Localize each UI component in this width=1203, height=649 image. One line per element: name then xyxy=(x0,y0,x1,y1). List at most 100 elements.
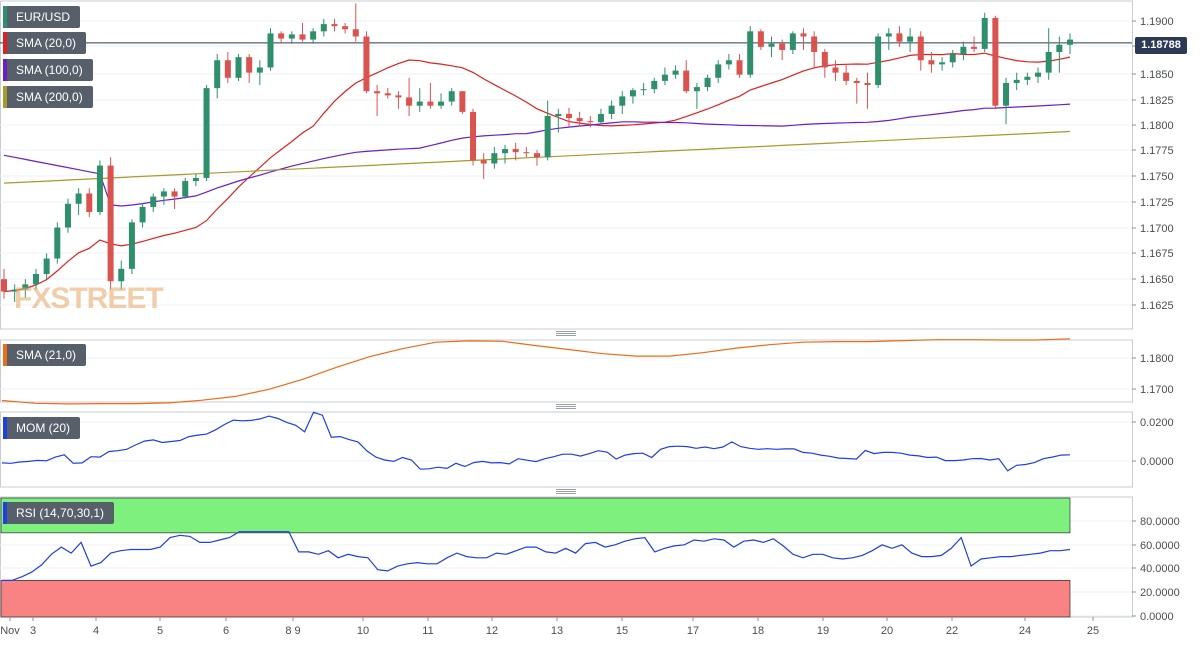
candle-body xyxy=(75,193,82,204)
candle xyxy=(310,28,317,44)
candle-body xyxy=(278,33,285,39)
candle-body xyxy=(214,60,221,89)
candle-body xyxy=(256,67,263,73)
candle xyxy=(502,144,509,164)
candle-body xyxy=(331,24,338,27)
legend-mom-swatch xyxy=(3,417,7,439)
legend-symbol-swatch xyxy=(3,6,7,28)
candle-body xyxy=(470,111,477,161)
svg-text:FXSTREET: FXSTREET xyxy=(14,282,163,315)
candle xyxy=(853,77,860,104)
legend-mom-label: MOM (20) xyxy=(16,421,70,435)
candle-body xyxy=(235,57,242,78)
candle xyxy=(907,28,914,52)
legend-sma-20-swatch xyxy=(3,32,7,54)
candle-body xyxy=(54,227,61,259)
x-tick-label: 3 xyxy=(30,625,36,637)
candle xyxy=(448,88,455,106)
candle xyxy=(139,203,146,228)
x-tick-label: 13 xyxy=(551,625,563,637)
candle xyxy=(363,31,370,94)
candle-body xyxy=(981,17,988,49)
candle-body xyxy=(555,113,562,117)
indicator-line xyxy=(1,411,1071,472)
candle xyxy=(299,23,306,42)
legend-sma-21-label: SMA (21,0) xyxy=(16,348,77,362)
pane-splitter-3[interactable] xyxy=(556,489,576,494)
candle-body xyxy=(992,17,999,106)
candle-body xyxy=(299,34,306,40)
candle xyxy=(86,188,93,218)
candle-body xyxy=(1056,44,1063,52)
candle xyxy=(896,26,903,47)
legend-sma-200[interactable]: SMA (200,0) xyxy=(3,86,93,108)
candle xyxy=(203,85,210,182)
x-tick-label: 17 xyxy=(687,625,699,637)
candle xyxy=(715,60,722,83)
candle xyxy=(1024,72,1031,86)
y-tick-label: 1.1800 xyxy=(1140,353,1174,365)
legend-mom[interactable]: MOM (20) xyxy=(3,417,80,439)
candle-body xyxy=(1067,39,1073,45)
candle-body xyxy=(971,46,978,49)
legend-sma-20-label: SMA (20,0) xyxy=(16,36,77,50)
candle-body xyxy=(171,191,178,197)
y-tick-label: 1.1725 xyxy=(1140,197,1174,209)
candle-body xyxy=(182,181,189,197)
candle-body xyxy=(619,96,626,106)
candle xyxy=(544,100,551,161)
sma-20-line xyxy=(3,52,1071,293)
legend-sma-100-label: SMA (100,0) xyxy=(16,63,83,77)
candle xyxy=(534,150,540,166)
legend-symbol[interactable]: EUR/USD xyxy=(3,6,81,28)
candle xyxy=(939,57,946,71)
candle xyxy=(800,28,807,50)
candle-body xyxy=(811,36,818,52)
pane-splitter-2[interactable] xyxy=(556,404,576,409)
y-tick-label: 1.1625 xyxy=(1140,300,1174,312)
legend-rsi[interactable]: RSI (14,70,30,1) xyxy=(3,502,115,524)
y-tick-label: 1.1800 xyxy=(1140,120,1174,132)
candle-body xyxy=(779,43,786,50)
candle-body xyxy=(448,91,455,102)
y-tick-label: 1.1850 xyxy=(1140,69,1174,81)
candle-body xyxy=(534,153,540,158)
y-tick-label: 1.1825 xyxy=(1140,95,1174,107)
candle-body xyxy=(310,31,317,40)
candle-body xyxy=(416,101,423,106)
candle xyxy=(661,67,668,86)
y-tick-label: 60.0000 xyxy=(1140,540,1180,552)
legend-sma-100[interactable]: SMA (100,0) xyxy=(3,59,93,81)
candles xyxy=(1,3,1073,302)
candle-body xyxy=(715,64,722,78)
rsi-bands xyxy=(0,497,1071,618)
candle xyxy=(32,268,39,290)
pane-frame-2 xyxy=(0,339,1133,403)
legend-sma-20[interactable]: SMA (20,0) xyxy=(3,32,87,54)
candle-body xyxy=(629,90,636,97)
candle-body xyxy=(96,165,103,213)
x-tick-label: 11 xyxy=(422,625,433,637)
candle xyxy=(1067,33,1073,55)
pane-splitter-1[interactable] xyxy=(556,331,576,336)
candle xyxy=(224,51,231,83)
candle-body xyxy=(1,279,7,292)
candle xyxy=(374,85,381,117)
candle xyxy=(725,54,732,70)
candle-body xyxy=(661,74,668,81)
candle xyxy=(576,111,583,127)
candle-body xyxy=(608,105,615,114)
indicator-line xyxy=(1,338,1071,405)
axis-ticks: 1.19001.18751.18501.18251.18001.17751.17… xyxy=(1132,16,1180,623)
candle xyxy=(981,12,988,52)
candle xyxy=(768,36,775,58)
candle-body xyxy=(853,80,860,83)
candle-body xyxy=(907,36,914,42)
candle xyxy=(949,49,956,68)
candle-body xyxy=(939,62,946,65)
candle xyxy=(192,173,199,187)
current-price-tag: 1.18788 xyxy=(1135,37,1187,54)
legend-sma-21[interactable]: SMA (21,0) xyxy=(3,344,87,366)
